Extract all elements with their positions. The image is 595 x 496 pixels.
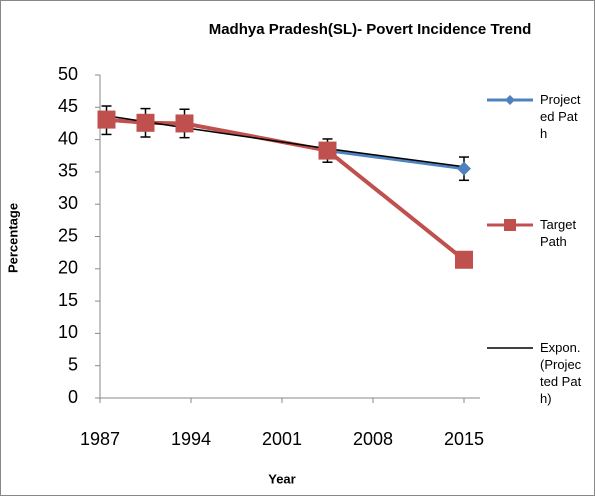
x-tick-label: 2001 — [262, 429, 302, 449]
marker — [175, 114, 194, 133]
y-tick-label: 0 — [68, 387, 78, 407]
marker — [455, 250, 473, 269]
y-axis-title: Percentage — [5, 203, 20, 273]
x-tick-label: 2008 — [353, 429, 393, 449]
chart-title: Madhya Pradesh(SL)- Povert Incidence Tre… — [209, 21, 532, 38]
x-tick-label: 1987 — [80, 429, 120, 449]
marker — [318, 141, 337, 160]
legend-label: Expon. (Projected Path) — [540, 340, 582, 406]
y-tick-label: 35 — [58, 161, 78, 181]
marker — [457, 161, 471, 176]
x-axis-title: Year — [268, 471, 295, 486]
y-tick-label: 20 — [58, 258, 78, 278]
y-tick-label: 40 — [58, 128, 78, 148]
marker — [136, 113, 155, 132]
marker — [97, 110, 116, 129]
x-tick-label: 2015 — [444, 429, 484, 449]
y-tick-label: 30 — [58, 193, 78, 213]
x-tick-label: 1994 — [171, 429, 211, 449]
y-tick-label: 50 — [58, 64, 78, 84]
y-tick-label: 15 — [58, 290, 78, 310]
legend-label: Projected Path — [540, 92, 581, 141]
y-tick-label: 25 — [58, 225, 78, 245]
y-tick-label: 10 — [58, 322, 78, 342]
y-tick-label: 5 — [68, 354, 78, 374]
legend-label: Target Path — [540, 217, 577, 249]
legend-marker — [505, 95, 515, 105]
y-tick-label: 45 — [58, 96, 78, 116]
legend-marker — [504, 219, 516, 231]
